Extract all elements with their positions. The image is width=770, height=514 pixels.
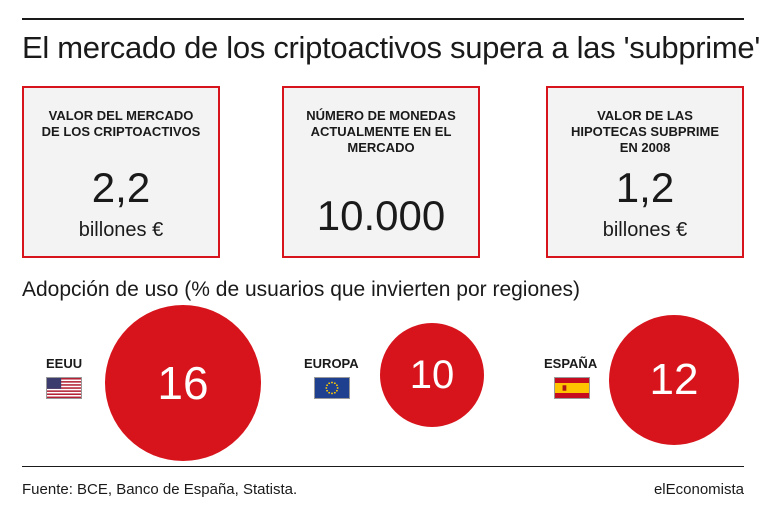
stat-value: 1,2	[615, 164, 675, 211]
stat-card-coin-count: NÚMERO DE MONEDAS ACTUALMENTE EN EL MERC…	[282, 86, 480, 258]
page-title: El mercado de los criptoactivos supera a…	[22, 30, 760, 65]
region-label-espana: ESPAÑA	[544, 356, 598, 371]
stat-unit: billones €	[78, 219, 164, 241]
brand-logo: elEconomista	[653, 481, 744, 498]
adoption-title: Adopción de uso (% de usuarios que invie…	[22, 278, 581, 301]
stat-card-subprime-value: VALOR DE LAS HIPOTECAS SUBPRIME EN 2008 …	[546, 86, 744, 258]
stat-unit: billones €	[602, 219, 688, 241]
bottom-rule	[22, 466, 744, 467]
top-rule	[22, 18, 744, 20]
bubble-espana: 12	[609, 315, 739, 445]
source-note: Fuente: BCE, Banco de España, Statista.	[22, 481, 298, 498]
bubble-eeuu: 16	[105, 305, 261, 461]
bubble-europa: 10	[380, 323, 484, 427]
eu-flag-icon	[314, 377, 350, 399]
region-label-eeuu: EEUU	[46, 356, 83, 371]
stat-label: VALOR DE LAS HIPOTECAS SUBPRIME EN 2008	[570, 108, 720, 155]
stat-card-crypto-market-value: VALOR DEL MERCADO DE LOS CRIPTOACTIVOS 2…	[22, 86, 220, 258]
es-flag-icon	[554, 377, 590, 399]
stat-value: 2,2	[91, 164, 151, 211]
stat-value: 10.000	[316, 192, 446, 239]
stat-label: VALOR DEL MERCADO DE LOS CRIPTOACTIVOS	[41, 108, 201, 139]
us-flag-icon	[46, 377, 82, 399]
stat-label: NÚMERO DE MONEDAS ACTUALMENTE EN EL MERC…	[306, 108, 456, 155]
region-label-europa: EUROPA	[304, 356, 359, 371]
